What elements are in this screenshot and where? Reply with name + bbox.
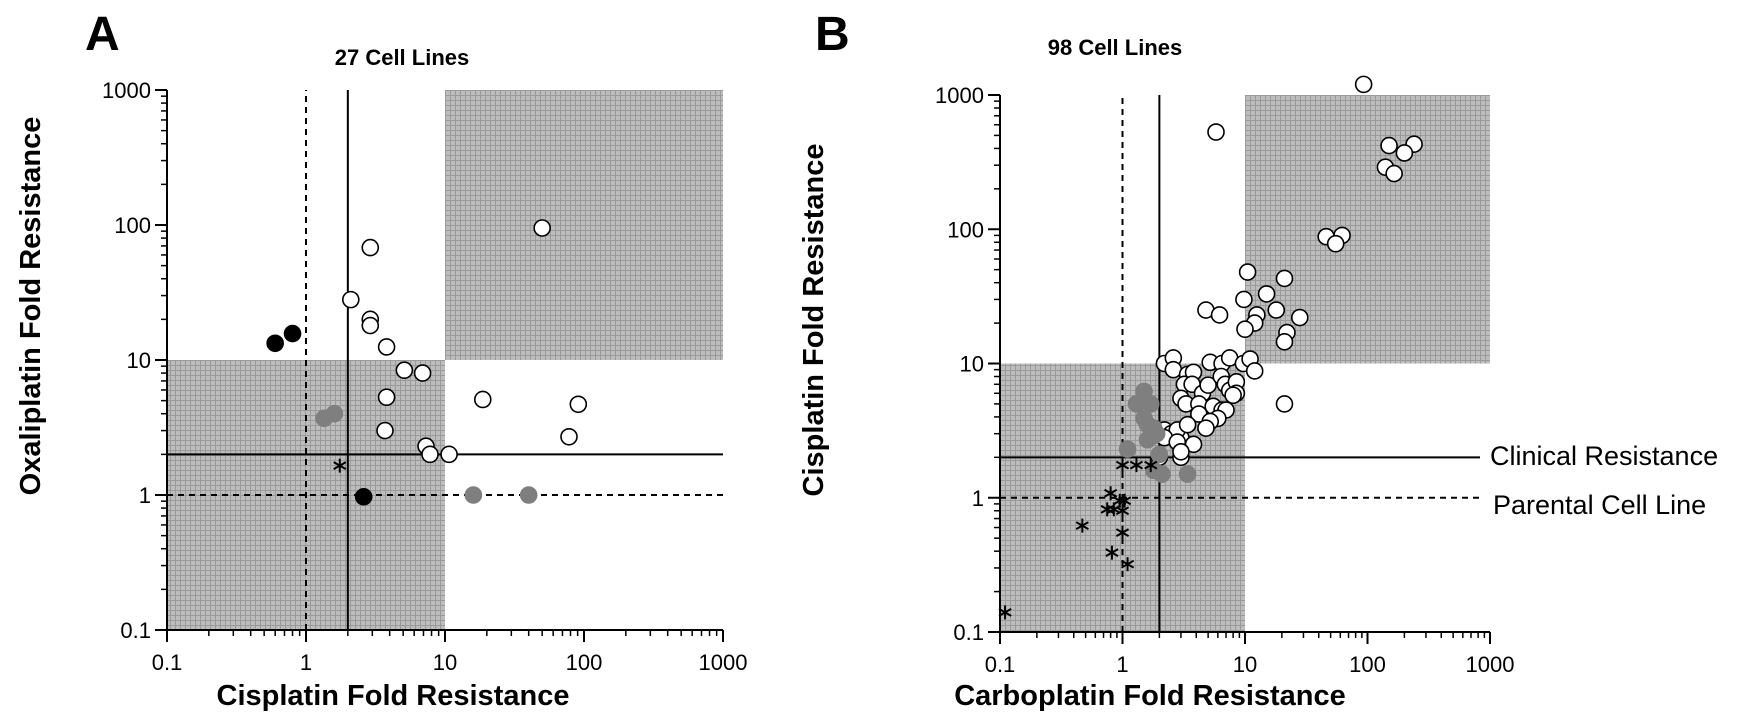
panel-a-x-axis-label: Cisplatin Fold Resistance (217, 680, 570, 712)
data-point-open (1385, 164, 1403, 183)
data-point-asterisk (1075, 518, 1089, 533)
data-point-open (395, 361, 414, 380)
x-tick-label: 1 (300, 650, 312, 675)
panel-b-x-axis-label: Carboplatin Fold Resistance (954, 680, 1346, 712)
panel-b-y-axis-label: Cisplatin Fold Resistance (798, 144, 830, 497)
data-point-open (421, 445, 439, 464)
data-point-open (1197, 419, 1215, 437)
data-point-black (266, 334, 284, 353)
data-point-gray (519, 486, 538, 504)
data-point-open (1245, 362, 1264, 380)
data-point-asterisk (1115, 525, 1130, 540)
panel-b-scatter-chart: 0.1 1 10 100 1000 0.1 1 10 100 1000 (935, 75, 1515, 677)
data-point-open (533, 219, 551, 237)
data-point-asterisk (1105, 545, 1119, 560)
data-point-open (1236, 320, 1254, 339)
data-point-open (1380, 136, 1398, 155)
data-point-open (473, 390, 492, 409)
data-point-open (1267, 301, 1286, 319)
y-tick-label: 1000 (102, 78, 151, 103)
data-point-open (1275, 333, 1294, 351)
data-point-open (1326, 234, 1345, 253)
data-point-asterisk (1104, 486, 1118, 501)
x-tick-label: 0.1 (152, 650, 183, 675)
data-point-open (1178, 415, 1197, 434)
x-tick-label: 1000 (1466, 652, 1515, 677)
data-point-black (354, 487, 373, 506)
data-point-open (413, 364, 432, 382)
data-point-gray (1153, 465, 1171, 483)
data-point-black (283, 324, 302, 343)
data-point-open (376, 421, 394, 440)
shaded-region-1 (1245, 95, 1490, 364)
data-point-gray (325, 404, 344, 423)
y-tick-label: 1 (139, 483, 151, 508)
y-tick-label: 10 (127, 348, 151, 373)
x-tick-label: 100 (566, 650, 603, 675)
x-tick-label: 10 (433, 650, 457, 675)
panel-b-title: 98 Cell Lines (1048, 35, 1183, 60)
x-tick-label: 100 (1349, 652, 1386, 677)
data-point-open (1172, 442, 1190, 461)
data-point-open (1224, 386, 1242, 405)
y-tick-label: 1 (972, 486, 984, 511)
data-point-open (1275, 269, 1294, 288)
data-point-open (1257, 285, 1276, 303)
data-point-asterisk (1120, 557, 1135, 572)
y-tick-label: 0.1 (953, 620, 984, 645)
data-point-open (1199, 376, 1217, 394)
data-point-gray (1118, 440, 1137, 458)
y-tick-label: 10 (960, 352, 984, 377)
data-point-open (1235, 290, 1253, 309)
y-tick-label: 0.1 (120, 618, 151, 643)
data-point-asterisk (1129, 458, 1144, 473)
data-point-asterisk (333, 458, 347, 473)
data-point-open (1238, 263, 1257, 281)
data-point-open (1395, 144, 1414, 162)
x-tick-label: 1 (1116, 652, 1128, 677)
legend-clinical-resistance: Clinical Resistance (1490, 441, 1718, 471)
data-point-open (1354, 75, 1373, 94)
legend-parental-cell-line: Parental Cell Line (1493, 490, 1706, 520)
shaded-region-1 (445, 90, 723, 360)
y-tick-label: 1000 (935, 83, 984, 108)
panel-b-letter: B (815, 8, 850, 61)
data-point-gray (1178, 465, 1197, 483)
data-point-gray (1147, 424, 1166, 443)
data-point-open (1207, 123, 1225, 141)
data-point-asterisk (1115, 458, 1130, 473)
x-tick-label: 0.1 (985, 652, 1016, 677)
x-tick-label: 1000 (699, 650, 748, 675)
y-tick-label: 100 (114, 213, 151, 238)
data-point-open (560, 427, 578, 446)
data-point-open (569, 395, 588, 414)
panel-a-title: 27 Cell Lines (335, 45, 470, 70)
data-point-asterisk (1117, 493, 1132, 508)
data-point-open (377, 388, 396, 407)
y-tick-label: 100 (947, 217, 984, 242)
panel-a-letter: A (85, 8, 120, 61)
data-point-gray (1141, 395, 1160, 413)
data-point-open (361, 238, 380, 257)
data-point-open (440, 445, 458, 464)
data-point-open (361, 316, 380, 335)
data-point-asterisk (998, 605, 1012, 620)
data-point-gray (1150, 445, 1169, 464)
data-point-open (377, 338, 396, 356)
panel-a-scatter-chart: 0.1 1 10 100 1000 0.1 1 10 100 1000 (102, 78, 747, 675)
x-tick-label: 10 (1233, 652, 1257, 677)
data-point-gray (464, 486, 483, 504)
panel-a-y-axis-label: Oxaliplatin Fold Resistance (15, 117, 47, 496)
data-point-open (1290, 308, 1309, 327)
data-point-open (1210, 306, 1229, 324)
data-point-open (341, 290, 360, 309)
data-point-asterisk (1144, 458, 1158, 473)
data-point-asterisk (1115, 503, 1130, 518)
data-point-open (1275, 395, 1294, 413)
